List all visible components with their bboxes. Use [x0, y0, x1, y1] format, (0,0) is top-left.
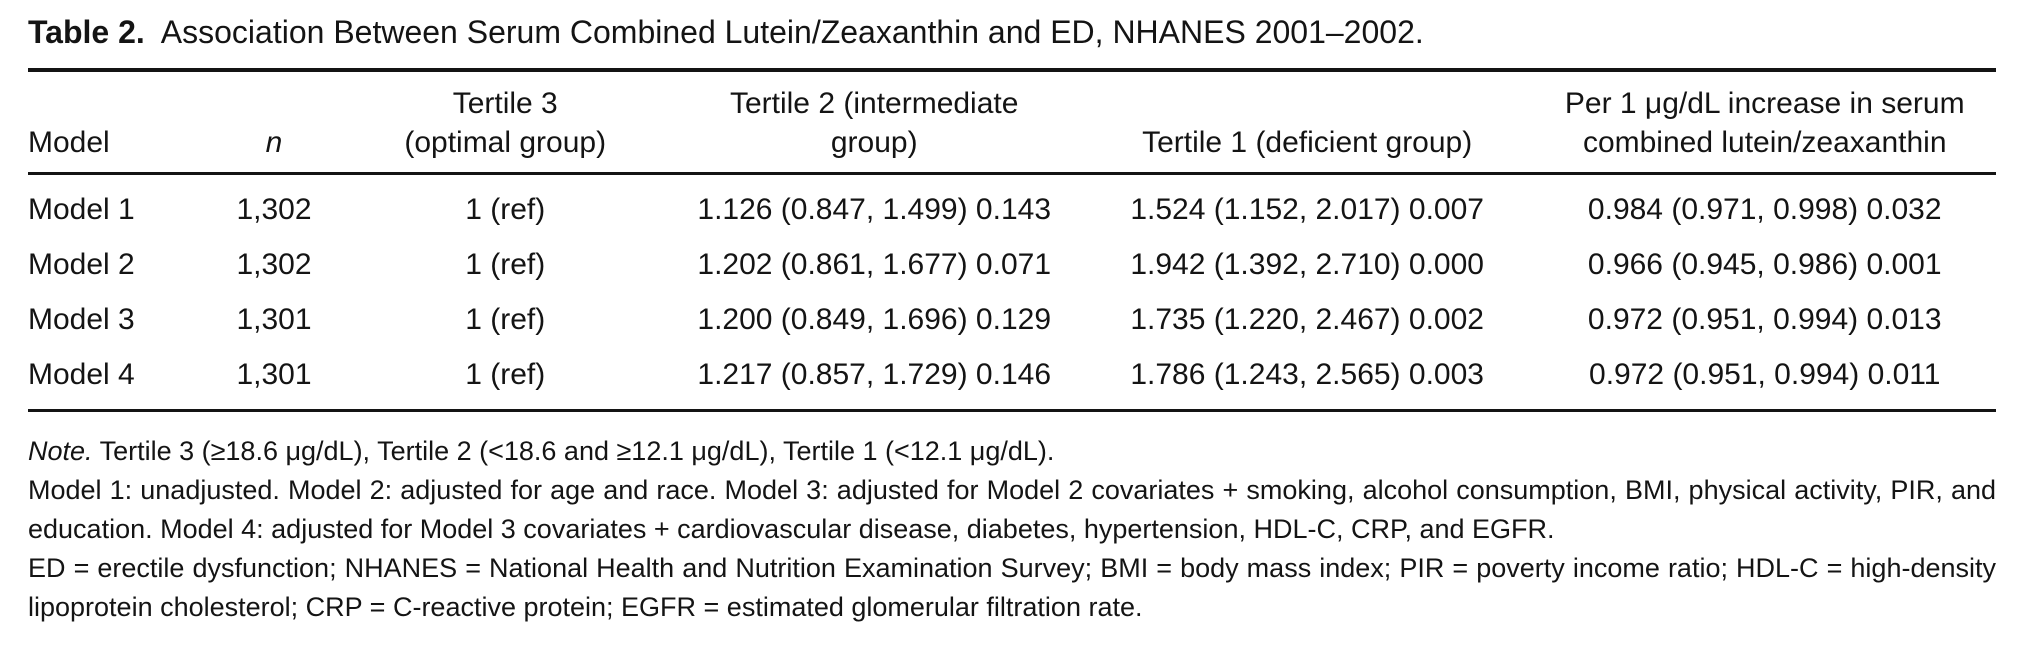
- cell-tertile3: 1 (ref): [465, 357, 546, 391]
- table-notes: Note. Tertile 3 (≥18.6 μg/dL), Tertile 2…: [28, 432, 1996, 628]
- note-prefix: Note.: [28, 435, 93, 466]
- cell-model: Model 2: [28, 247, 135, 281]
- column-header-n: n: [205, 69, 343, 175]
- cell-tertile2: 1.217 (0.857, 1.729) 0.146: [697, 357, 1052, 391]
- note-model-adjustments: Model 1: unadjusted. Model 2: adjusted f…: [28, 474, 1996, 544]
- column-header-model: Model: [28, 69, 206, 175]
- header-line: group): [830, 125, 918, 159]
- table-row: Model 3 1,301 1 (ref) 1.200 (0.849, 1.69…: [28, 292, 1996, 347]
- table-row: Model 2 1,302 1 (ref) 1.202 (0.861, 1.67…: [28, 237, 1996, 292]
- cell-per-unit: 0.972 (0.951, 0.994) 0.013: [1587, 302, 1942, 336]
- table-header: Model n Tertile 3 (optimal group) Tertil…: [28, 69, 1996, 175]
- cell-per-unit: 0.972 (0.951, 0.994) 0.011: [1589, 357, 1941, 391]
- cell-model: Model 4: [28, 357, 135, 391]
- table-caption: Table 2. Association Between Serum Combin…: [28, 12, 1996, 54]
- table-row: Model 1 1,302 1 (ref) 1.126 (0.847, 1.49…: [28, 173, 1996, 237]
- cell-tertile2: 1.202 (0.861, 1.677) 0.071: [697, 247, 1052, 281]
- cell-tertile2: 1.200 (0.849, 1.696) 0.129: [697, 302, 1052, 336]
- header-line: Tertile 3: [452, 86, 558, 120]
- cell-n: 1,302: [236, 192, 312, 226]
- table-row: Model 4 1,301 1 (ref) 1.217 (0.857, 1.72…: [28, 347, 1996, 411]
- association-table: Model n Tertile 3 (optimal group) Tertil…: [28, 67, 1996, 412]
- table-title-text: Association Between Serum Combined Lutei…: [160, 14, 1424, 50]
- cell-n: 1,302: [236, 247, 312, 281]
- header-line: Model: [28, 125, 110, 159]
- note-definitions-text: Tertile 3 (≥18.6 μg/dL), Tertile 2 (<18.…: [99, 435, 1055, 466]
- header-line: Tertile 1 (deficient group): [1142, 125, 1473, 159]
- header-row: Model n Tertile 3 (optimal group) Tertil…: [28, 69, 1996, 175]
- cell-n: 1,301: [236, 357, 312, 391]
- header-line: (optimal group): [404, 125, 607, 159]
- cell-tertile3: 1 (ref): [465, 302, 546, 336]
- header-line: combined lutein/zeaxanthin: [1582, 125, 1947, 159]
- cell-per-unit: 0.984 (0.971, 0.998) 0.032: [1587, 192, 1942, 226]
- note-abbreviations: ED = erectile dysfunction; NHANES = Nati…: [28, 553, 1996, 623]
- cell-tertile1: 1.942 (1.392, 2.710) 0.000: [1130, 247, 1484, 281]
- header-line: n: [265, 125, 283, 159]
- table-body: Model 1 1,302 1 (ref) 1.126 (0.847, 1.49…: [28, 173, 1996, 410]
- cell-tertile3: 1 (ref): [465, 192, 546, 226]
- cell-tertile3: 1 (ref): [465, 247, 546, 281]
- cell-model: Model 1: [28, 192, 135, 226]
- column-header-tertile3: Tertile 3 (optimal group): [342, 69, 668, 175]
- table-number-label: Table 2.: [28, 14, 145, 50]
- paper-table-figure: Table 2. Association Between Serum Combin…: [28, 12, 1996, 628]
- header-line: Per 1 μg/dL increase in serum: [1564, 86, 1965, 120]
- cell-per-unit: 0.966 (0.945, 0.986) 0.001: [1587, 247, 1942, 281]
- column-header-per-unit-increase: Per 1 μg/dL increase in serum combined l…: [1533, 69, 1996, 175]
- cell-tertile1: 1.735 (1.220, 2.467) 0.002: [1130, 302, 1484, 336]
- cell-tertile1: 1.786 (1.243, 2.565) 0.003: [1130, 357, 1484, 391]
- column-header-tertile2: Tertile 2 (intermediate group): [667, 69, 1081, 175]
- cell-tertile1: 1.524 (1.152, 2.017) 0.007: [1130, 192, 1484, 226]
- cell-tertile2: 1.126 (0.847, 1.499) 0.143: [697, 192, 1052, 226]
- cell-model: Model 3: [28, 302, 135, 336]
- cell-n: 1,301: [236, 302, 312, 336]
- note-tertile-definitions: Note. Tertile 3 (≥18.6 μg/dL), Tertile 2…: [28, 432, 1996, 471]
- column-header-tertile1: Tertile 1 (deficient group): [1080, 69, 1534, 175]
- header-line: Tertile 2 (intermediate: [729, 86, 1019, 120]
